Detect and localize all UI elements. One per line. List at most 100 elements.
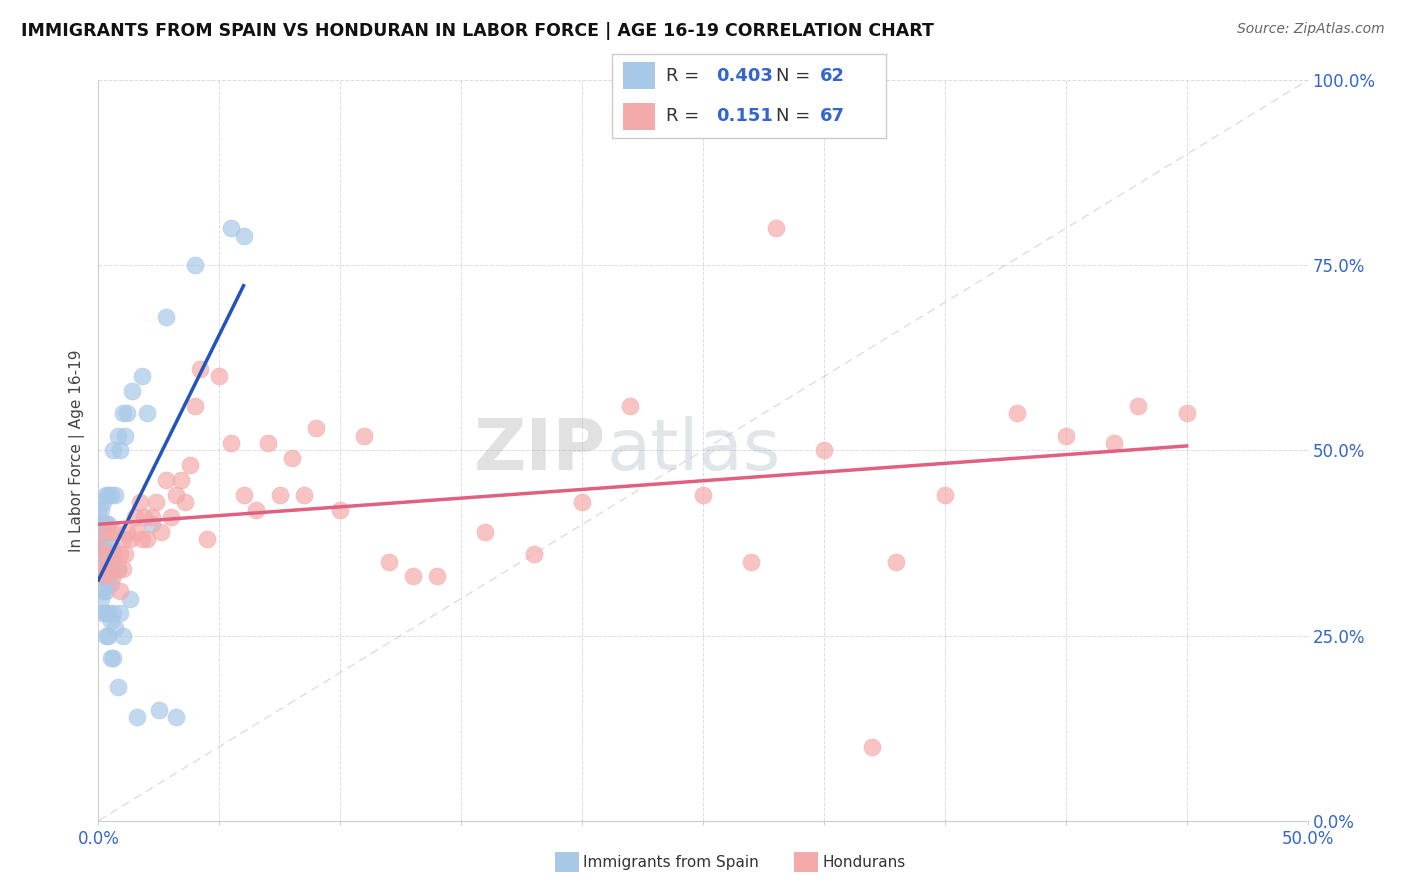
Point <box>100 576 122 591</box>
Point <box>91 495 114 509</box>
Point <box>100 547 122 561</box>
Point <box>886 555 908 569</box>
Point <box>155 473 177 487</box>
Point <box>91 584 114 599</box>
Point <box>141 517 163 532</box>
Point <box>100 540 122 554</box>
Point <box>101 443 124 458</box>
Point <box>111 533 134 547</box>
Point <box>353 428 375 442</box>
Point <box>114 547 136 561</box>
Point <box>131 369 153 384</box>
Point <box>90 591 112 606</box>
Point <box>87 533 110 547</box>
Point <box>121 384 143 399</box>
Text: 62: 62 <box>820 67 845 85</box>
Point <box>100 614 122 628</box>
Text: Immigrants from Spain: Immigrants from Spain <box>583 855 759 870</box>
Point <box>101 547 124 561</box>
Point <box>184 399 207 413</box>
Point <box>87 540 110 554</box>
Point <box>97 562 120 576</box>
Point <box>107 428 129 442</box>
Point <box>97 576 120 591</box>
Point <box>329 502 352 516</box>
Text: 0.151: 0.151 <box>716 107 773 125</box>
Point <box>108 607 131 621</box>
Point <box>94 524 117 539</box>
Point <box>94 584 117 599</box>
Point <box>90 524 112 539</box>
Point <box>111 562 134 576</box>
Text: N =: N = <box>776 67 815 85</box>
Point <box>118 591 141 606</box>
Point <box>619 399 641 413</box>
Point <box>195 533 218 547</box>
Point <box>91 562 114 576</box>
Point <box>128 495 150 509</box>
Point <box>94 628 117 642</box>
Point <box>474 524 496 539</box>
Point <box>90 547 112 561</box>
Point <box>150 524 173 539</box>
Y-axis label: In Labor Force | Age 16-19: In Labor Force | Age 16-19 <box>69 349 86 552</box>
Point <box>107 681 129 695</box>
Point <box>1007 407 1029 421</box>
Point <box>97 607 120 621</box>
Point <box>94 562 117 576</box>
Point <box>117 407 139 421</box>
Point <box>91 540 114 554</box>
Point <box>100 524 122 539</box>
Point <box>108 547 131 561</box>
Point <box>91 517 114 532</box>
Text: Source: ZipAtlas.com: Source: ZipAtlas.com <box>1237 22 1385 37</box>
Point <box>155 310 177 325</box>
Point <box>765 221 787 235</box>
Point <box>934 488 956 502</box>
Point <box>165 710 187 724</box>
Point <box>131 533 153 547</box>
Point <box>100 488 122 502</box>
Point <box>107 562 129 576</box>
Point <box>148 703 170 717</box>
Point <box>97 628 120 642</box>
Point <box>1128 399 1150 413</box>
Point <box>94 607 117 621</box>
Point <box>232 488 254 502</box>
Point <box>402 569 425 583</box>
Point <box>87 502 110 516</box>
Point <box>860 739 883 754</box>
Point <box>232 228 254 243</box>
Point <box>160 510 183 524</box>
Point <box>1054 428 1077 442</box>
Point <box>108 443 131 458</box>
Point <box>90 569 112 583</box>
FancyBboxPatch shape <box>623 62 655 89</box>
Text: 67: 67 <box>820 107 845 125</box>
FancyBboxPatch shape <box>612 54 886 138</box>
Point <box>101 569 124 583</box>
Point <box>127 710 149 724</box>
Point <box>692 488 714 502</box>
Text: IMMIGRANTS FROM SPAIN VS HONDURAN IN LABOR FORCE | AGE 16-19 CORRELATION CHART: IMMIGRANTS FROM SPAIN VS HONDURAN IN LAB… <box>21 22 934 40</box>
Point <box>135 407 157 421</box>
Point <box>377 555 399 569</box>
Text: Hondurans: Hondurans <box>823 855 905 870</box>
Point <box>104 621 127 635</box>
Point <box>292 488 315 502</box>
Point <box>91 569 114 583</box>
Point <box>104 488 127 502</box>
Text: 0.403: 0.403 <box>716 67 773 85</box>
Point <box>94 517 117 532</box>
Text: R =: R = <box>666 67 706 85</box>
Point <box>269 488 291 502</box>
Point <box>426 569 449 583</box>
Text: R =: R = <box>666 107 706 125</box>
Text: N =: N = <box>776 107 815 125</box>
Point <box>124 510 146 524</box>
Point <box>184 259 207 273</box>
Point <box>111 628 134 642</box>
Point <box>135 533 157 547</box>
Point <box>305 421 328 435</box>
Point <box>127 524 149 539</box>
